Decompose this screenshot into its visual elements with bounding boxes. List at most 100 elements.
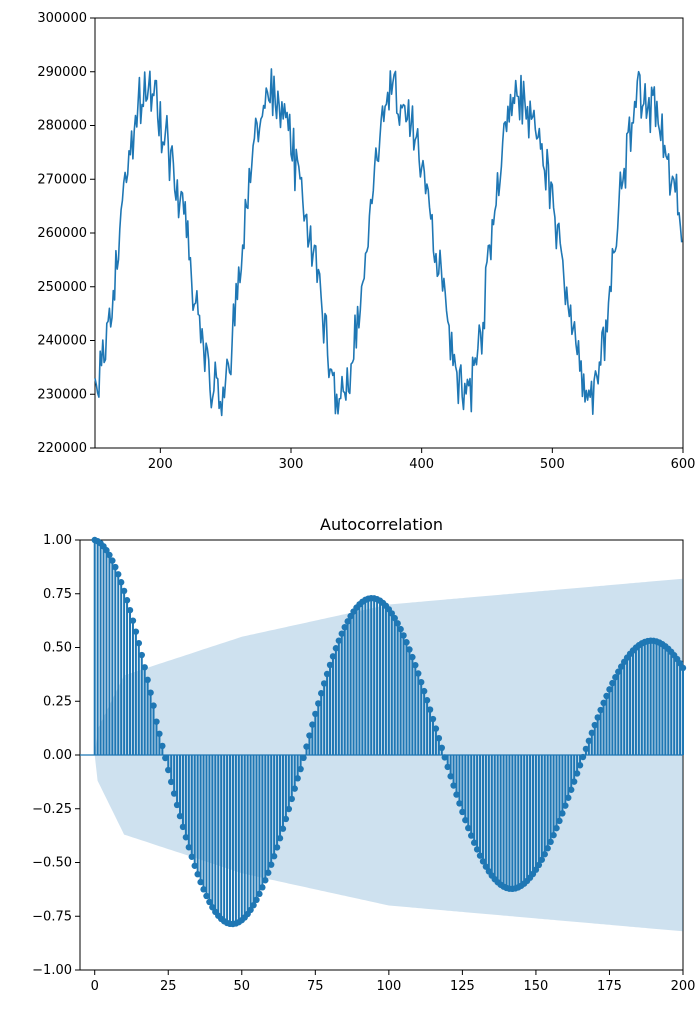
acf-marker — [436, 735, 442, 741]
x-tick-label: 500 — [540, 457, 565, 472]
acf-marker — [109, 557, 115, 563]
acf-marker — [262, 877, 268, 883]
acf-marker — [115, 571, 121, 577]
acf-marker — [183, 834, 189, 840]
acf-marker — [339, 630, 345, 636]
acf-marker — [133, 628, 139, 634]
acf-marker — [280, 826, 286, 832]
acf-marker — [394, 620, 400, 626]
chart-title: Autocorrelation — [320, 515, 443, 534]
acf-marker — [333, 645, 339, 651]
acf-marker — [424, 697, 430, 703]
y-tick-label: −0.25 — [32, 802, 72, 817]
acf-marker — [312, 711, 318, 717]
y-tick-label: 300000 — [37, 11, 87, 26]
acf-marker — [542, 851, 548, 857]
acf-marker — [409, 654, 415, 660]
acf-marker — [194, 871, 200, 877]
acf-marker — [318, 690, 324, 696]
acf-marker — [271, 853, 277, 859]
acf-marker — [200, 886, 206, 892]
acf-marker — [274, 844, 280, 850]
acf-marker — [186, 844, 192, 850]
acf-marker — [136, 640, 142, 646]
acf-marker — [106, 552, 112, 558]
acf-marker — [574, 770, 580, 776]
acf-marker — [447, 773, 453, 779]
x-tick-label: 200 — [671, 979, 696, 994]
acf-marker — [324, 671, 330, 677]
acf-marker — [197, 879, 203, 885]
y-tick-label: 0.25 — [43, 694, 72, 709]
acf-marker — [156, 731, 162, 737]
acf-marker — [130, 617, 136, 623]
acf-marker — [171, 790, 177, 796]
x-tick-label: 300 — [279, 457, 304, 472]
acf-marker — [568, 787, 574, 793]
acf-marker — [462, 817, 468, 823]
acf-marker — [203, 893, 209, 899]
acf-marker — [609, 680, 615, 686]
acf-marker — [606, 686, 612, 692]
acf-marker — [118, 579, 124, 585]
acf-marker — [553, 825, 559, 831]
acf-marker — [309, 721, 315, 727]
acf-marker — [124, 597, 130, 603]
acf-marker — [444, 764, 450, 770]
acf-marker — [297, 766, 303, 772]
y-tick-label: −0.75 — [32, 909, 72, 924]
acf-marker — [159, 743, 165, 749]
acf-marker — [180, 824, 186, 830]
acf-marker — [315, 700, 321, 706]
x-tick-label: 600 — [671, 457, 696, 472]
acf-marker — [418, 679, 424, 685]
acf-marker — [289, 796, 295, 802]
y-tick-label: 280000 — [37, 119, 87, 134]
acf-marker — [400, 632, 406, 638]
acf-marker — [189, 854, 195, 860]
acf-marker — [127, 607, 133, 613]
acf-marker — [589, 730, 595, 736]
acf-marker — [453, 791, 459, 797]
acf-marker — [465, 825, 471, 831]
acf-marker — [550, 832, 556, 838]
acf-marker — [174, 802, 180, 808]
acf-marker — [450, 782, 456, 788]
acf-marker — [577, 762, 583, 768]
acf-marker — [142, 664, 148, 670]
acf-marker — [397, 626, 403, 632]
acf-marker — [121, 588, 127, 594]
acf-marker — [253, 897, 259, 903]
acf-marker — [459, 809, 465, 815]
x-tick-label: 75 — [307, 979, 324, 994]
acf-marker — [162, 755, 168, 761]
x-tick-label: 200 — [148, 457, 173, 472]
acf-marker — [562, 802, 568, 808]
acf-marker — [153, 718, 159, 724]
acf-marker — [612, 674, 618, 680]
acf-marker — [321, 680, 327, 686]
acf-marker — [277, 835, 283, 841]
acf-marker — [603, 693, 609, 699]
acf-marker — [306, 732, 312, 738]
acf-marker — [303, 743, 309, 749]
x-tick-label: 125 — [450, 979, 475, 994]
acf-marker — [680, 665, 686, 671]
acf-marker — [600, 700, 606, 706]
acf-marker — [433, 725, 439, 731]
top-line-chart: 2003004005006002200002300002400002500002… — [95, 18, 683, 448]
x-tick-label: 0 — [91, 979, 99, 994]
x-tick-label: 400 — [409, 457, 434, 472]
acf-marker — [456, 800, 462, 806]
acf-marker — [330, 653, 336, 659]
x-tick-label: 25 — [160, 979, 177, 994]
acf-marker — [168, 779, 174, 785]
acf-marker — [283, 816, 289, 822]
acf-marker — [471, 840, 477, 846]
acf-marker — [300, 755, 306, 761]
acf-marker — [165, 767, 171, 773]
y-tick-label: 1.00 — [43, 533, 72, 548]
acf-marker — [250, 902, 256, 908]
acf-marker — [597, 707, 603, 713]
acf-marker — [268, 861, 274, 867]
